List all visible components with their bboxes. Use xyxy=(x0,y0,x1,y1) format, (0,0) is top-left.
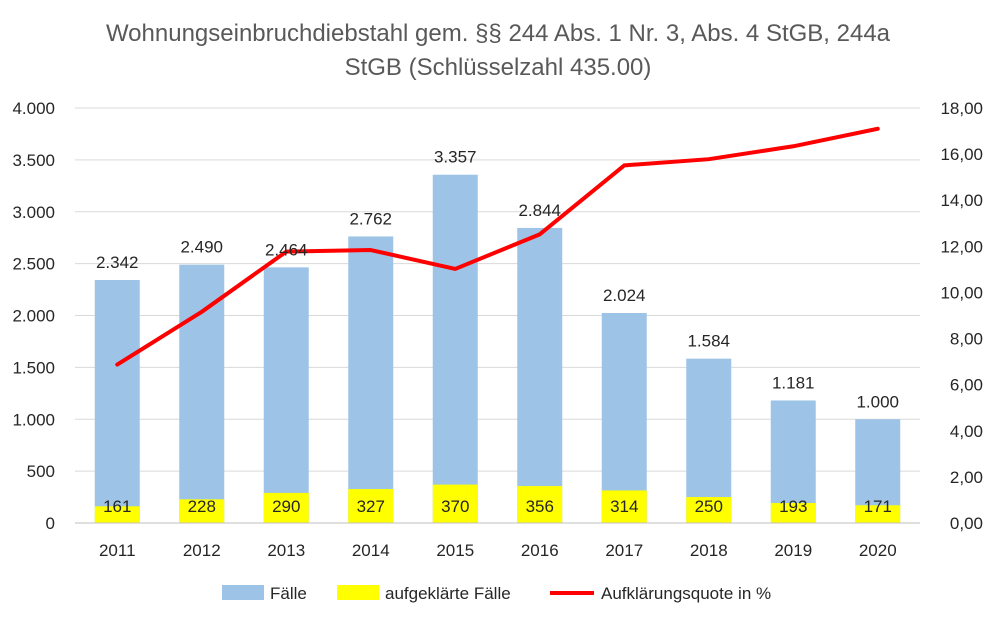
chart-title-line-1: Wohnungseinbruchdiebstahl gem. §§ 244 Ab… xyxy=(106,20,891,47)
axes: 0 500 1.000 1.500 2.000 2.500 3.000 3.500 4.000 0… xyxy=(12,99,983,560)
bar-faelle xyxy=(770,400,816,523)
y-left-tick-label: 2.000 xyxy=(12,307,55,326)
bar-aufgeklaerte-faelle xyxy=(263,492,309,523)
y-right-tick-label: 18,00 xyxy=(940,99,983,118)
bar-aufgeklaerte-faelle xyxy=(686,497,732,523)
legend-swatch-faelle xyxy=(222,585,264,600)
data-labels: 2.342 2.490 2.464 2.762 3.357 2.844 2.024 1.584… xyxy=(96,148,899,516)
data-label-aufgeklaerte-faelle: 250 xyxy=(695,497,723,516)
bar-aufgeklaerte-faelle xyxy=(432,484,478,523)
x-tick-label: 2012 xyxy=(183,541,221,560)
data-label-faelle: 1.000 xyxy=(856,392,899,411)
data-label-aufgeklaerte-faelle: 370 xyxy=(441,497,469,516)
data-label-faelle: 2.844 xyxy=(518,201,561,220)
data-label-aufgeklaerte-faelle: 193 xyxy=(779,497,807,516)
y-left-tick-label: 3.500 xyxy=(12,151,55,170)
data-label-faelle: 3.357 xyxy=(434,148,477,167)
bar-faelle xyxy=(348,236,394,523)
series-aufklaerungsquote xyxy=(115,126,880,367)
data-label-faelle: 2.024 xyxy=(603,286,646,305)
data-label-faelle: 2.762 xyxy=(349,209,392,228)
x-tick-label: 2015 xyxy=(436,541,474,560)
data-label-faelle: 1.584 xyxy=(687,332,730,351)
series-aufgeklaerte-faelle xyxy=(94,484,901,523)
bar-aufgeklaerte-faelle xyxy=(348,489,394,523)
bar-faelle xyxy=(686,358,732,523)
data-label-faelle: 1.181 xyxy=(772,373,815,392)
data-label-faelle: 2.342 xyxy=(96,253,139,272)
x-tick-label: 2017 xyxy=(605,541,643,560)
bar-faelle xyxy=(517,227,563,523)
data-label-aufgeklaerte-faelle: 161 xyxy=(103,497,131,516)
bar-aufgeklaerte-faelle xyxy=(855,505,901,523)
bar-aufgeklaerte-faelle xyxy=(517,486,563,523)
data-label-faelle: 2.490 xyxy=(180,238,223,257)
y-left-tick-label: 0 xyxy=(46,514,55,533)
data-label-faelle: 2.464 xyxy=(265,240,308,259)
data-label-aufgeklaerte-faelle: 290 xyxy=(272,497,300,516)
legend-swatch-aufgeklaerte-faelle xyxy=(337,585,379,600)
data-label-aufgeklaerte-faelle: 228 xyxy=(188,497,216,516)
y-right-tick-label: 8,00 xyxy=(950,330,983,349)
x-tick-label: 2013 xyxy=(267,541,305,560)
bar-faelle xyxy=(179,264,225,523)
x-tick-label: 2018 xyxy=(690,541,728,560)
legend-label-aufgeklaerte-faelle: aufgeklärte Fälle xyxy=(385,584,511,603)
y-left-tick-label: 1.000 xyxy=(12,410,55,429)
y-left-tick-label: 2.500 xyxy=(12,255,55,274)
legend-label-aufklaerungsquote: Aufklärungsquote in % xyxy=(601,584,771,603)
data-label-aufgeklaerte-faelle: 327 xyxy=(357,497,385,516)
bar-faelle xyxy=(601,313,647,523)
line-aufklaerungsquote xyxy=(115,126,880,367)
y-right-tick-label: 0,00 xyxy=(950,514,983,533)
bar-aufgeklaerte-faelle xyxy=(94,506,140,523)
y-right-tick-label: 4,00 xyxy=(950,422,983,441)
y-left-tick-label: 500 xyxy=(27,462,55,481)
bar-aufgeklaerte-faelle xyxy=(770,502,816,523)
x-tick-label: 2011 xyxy=(99,541,136,560)
y-right-tick-label: 2,00 xyxy=(950,468,983,487)
bar-faelle xyxy=(432,174,478,523)
x-tick-label: 2016 xyxy=(521,541,559,560)
legend-label-faelle: Fälle xyxy=(270,584,307,603)
bar-aufgeklaerte-faelle xyxy=(601,490,647,523)
y-right-tick-label: 6,00 xyxy=(950,376,983,395)
data-label-aufgeklaerte-faelle: 356 xyxy=(526,497,554,516)
x-tick-label: 2014 xyxy=(352,541,390,560)
legend: Fälle aufgeklärte Fälle Aufklärungsquote i… xyxy=(222,584,771,603)
data-label-aufgeklaerte-faelle: 171 xyxy=(864,497,892,516)
bar-faelle xyxy=(94,280,140,523)
data-label-aufgeklaerte-faelle: 314 xyxy=(610,497,638,516)
y-right-tick-label: 14,00 xyxy=(940,191,983,210)
y-right-tick-label: 12,00 xyxy=(940,237,983,256)
chart-title-line-2: StGB (Schlüsselzahl 435.00) xyxy=(345,54,652,81)
y-left-tick-label: 3.000 xyxy=(12,203,55,222)
x-tick-label: 2019 xyxy=(774,541,812,560)
y-left-tick-label: 4.000 xyxy=(12,99,55,118)
bar-faelle xyxy=(263,267,309,523)
y-right-tick-label: 10,00 xyxy=(940,283,983,302)
y-left-tick-label: 1.500 xyxy=(12,358,55,377)
y-right-tick-label: 16,00 xyxy=(940,145,983,164)
bar-aufgeklaerte-faelle xyxy=(179,499,225,523)
x-tick-label: 2020 xyxy=(859,541,897,560)
